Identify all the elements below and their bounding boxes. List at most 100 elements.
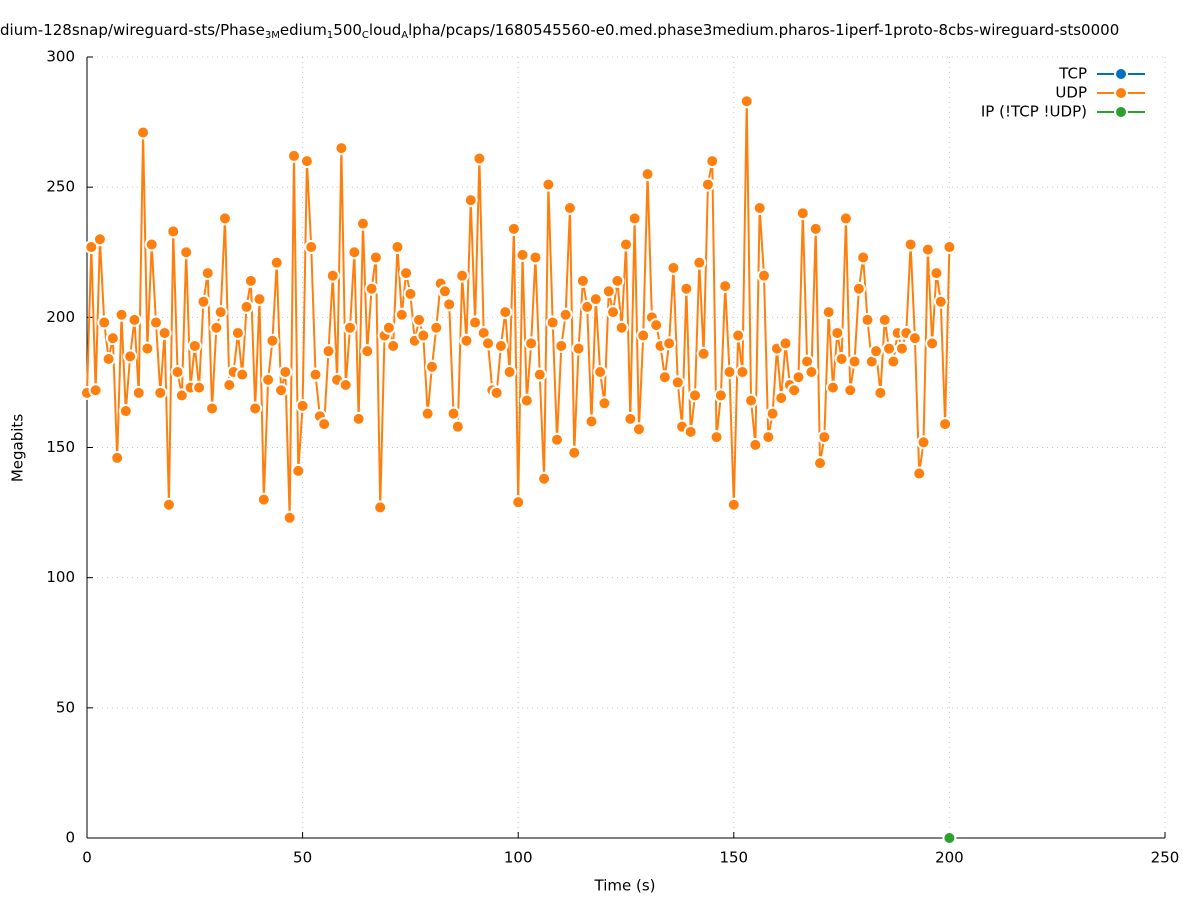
- data-point: [455, 268, 470, 283]
- legend-marker: [1114, 67, 1128, 81]
- data-point: [722, 365, 737, 380]
- data-point: [856, 250, 871, 265]
- data-point: [649, 318, 664, 333]
- data-point: [550, 432, 565, 447]
- data-point: [248, 401, 263, 416]
- title-part: edium: [280, 21, 327, 39]
- data-point: [519, 393, 534, 408]
- data-point: [597, 396, 612, 411]
- data-point: [933, 294, 948, 309]
- data-point: [368, 250, 383, 265]
- title-part: A: [401, 30, 408, 41]
- data-point: [774, 391, 789, 406]
- data-point: [412, 312, 427, 327]
- data-point: [317, 417, 332, 432]
- data-point: [804, 365, 819, 380]
- data-point: [735, 365, 750, 380]
- y-tick-label: 250: [46, 178, 75, 196]
- data-point: [532, 367, 547, 382]
- data-point: [692, 255, 707, 270]
- data-point: [744, 393, 759, 408]
- title-part: lpha/pcaps/1680545560-e0.med.phase3mediu…: [408, 21, 1119, 39]
- data-point: [869, 344, 884, 359]
- title-part: 1: [327, 30, 333, 41]
- data-point: [140, 341, 155, 356]
- legend-label: IP (!TCP !UDP): [981, 103, 1087, 121]
- x-tick-label: 200: [935, 849, 964, 867]
- data-point: [588, 292, 603, 307]
- data-point: [304, 240, 319, 255]
- data-point: [687, 388, 702, 403]
- legend-marker: [1114, 105, 1128, 119]
- data-point: [593, 365, 608, 380]
- data-point: [640, 167, 655, 182]
- data-point: [882, 341, 897, 356]
- data-point: [321, 344, 336, 359]
- data-point: [627, 211, 642, 226]
- data-point: [343, 320, 358, 335]
- data-point: [614, 320, 629, 335]
- data-point: [299, 154, 314, 169]
- data-point: [243, 273, 258, 288]
- data-point: [619, 237, 633, 252]
- data-point: [838, 211, 853, 226]
- data-point: [795, 206, 810, 221]
- data-point: [493, 338, 508, 353]
- data-point: [131, 385, 146, 400]
- data-point: [778, 336, 793, 351]
- data-point: [562, 200, 577, 215]
- data-point: [817, 430, 832, 445]
- data-point: [355, 216, 370, 231]
- data-point: [752, 200, 767, 215]
- data-point: [196, 294, 211, 309]
- data-point: [705, 154, 720, 169]
- data-point: [351, 411, 366, 426]
- x-tick-label: 250: [1151, 849, 1180, 867]
- data-point: [567, 445, 582, 460]
- data-point: [683, 424, 698, 439]
- data-point: [123, 349, 138, 364]
- data-point: [580, 299, 595, 314]
- data-point: [110, 450, 125, 465]
- data-point: [334, 141, 349, 156]
- y-tick-label: 0: [65, 829, 75, 847]
- title-part: 500: [333, 21, 362, 39]
- x-tick-label: 100: [504, 849, 533, 867]
- legend-label: UDP: [1055, 84, 1087, 102]
- data-point: [851, 281, 866, 296]
- data-point: [230, 325, 245, 340]
- data-point: [748, 437, 763, 452]
- data-point: [601, 284, 616, 299]
- data-point: [679, 281, 694, 296]
- data-point: [148, 315, 163, 330]
- data-point: [347, 245, 362, 260]
- data-point: [847, 354, 862, 369]
- x-axis-label: Time (s): [594, 877, 656, 895]
- data-point: [506, 221, 521, 236]
- data-point: [170, 365, 185, 380]
- data-point: [929, 266, 944, 281]
- data-point: [200, 266, 215, 281]
- data-point: [239, 299, 254, 314]
- data-point: [179, 245, 194, 260]
- data-point: [481, 336, 496, 351]
- data-point: [205, 401, 220, 416]
- data-point: [420, 406, 435, 421]
- data-point: [252, 292, 267, 307]
- data-point: [713, 388, 728, 403]
- data-point: [217, 211, 232, 226]
- data-point: [446, 406, 461, 421]
- data-point: [92, 232, 107, 247]
- data-point: [938, 417, 953, 432]
- data-point: [282, 510, 297, 525]
- data-point: [101, 351, 116, 366]
- title-part: C: [362, 30, 369, 41]
- data-point: [308, 367, 323, 382]
- data-point: [114, 307, 129, 322]
- title-part: 3M: [265, 30, 280, 41]
- data-point: [696, 346, 711, 361]
- y-tick-label: 50: [56, 698, 75, 716]
- data-point: [886, 354, 901, 369]
- data-point: [502, 365, 517, 380]
- data-point: [942, 240, 957, 255]
